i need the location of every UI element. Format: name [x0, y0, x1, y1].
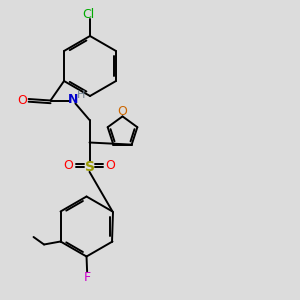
Text: O: O — [18, 94, 28, 107]
Text: F: F — [84, 271, 91, 284]
Text: O: O — [118, 104, 128, 118]
Text: H: H — [77, 90, 86, 100]
Text: N: N — [68, 92, 78, 106]
Text: Cl: Cl — [82, 8, 94, 21]
Text: S: S — [85, 160, 94, 173]
Text: O: O — [64, 159, 74, 172]
Text: O: O — [106, 159, 116, 172]
